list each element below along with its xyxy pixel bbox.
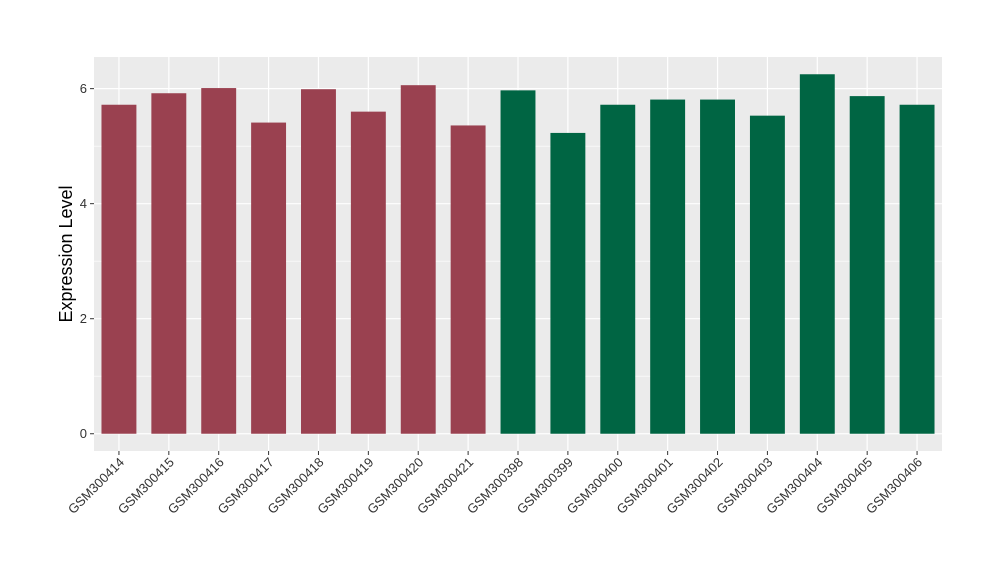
bar-GSM300416 bbox=[201, 88, 237, 434]
y-tick-label: 0 bbox=[80, 426, 87, 441]
bar-GSM300399 bbox=[550, 132, 586, 434]
y-axis-title: Expression Level bbox=[56, 185, 76, 322]
bar-GSM300406 bbox=[899, 104, 935, 434]
bar-GSM300415 bbox=[151, 93, 187, 434]
bar-GSM300400 bbox=[600, 104, 636, 434]
bar-GSM300420 bbox=[400, 85, 436, 434]
x-axis: GSM300414GSM300415GSM300416GSM300417GSM3… bbox=[65, 451, 925, 517]
bar-GSM300403 bbox=[749, 115, 785, 434]
bar-GSM300404 bbox=[799, 74, 835, 434]
y-tick-label: 4 bbox=[80, 196, 87, 211]
bar-GSM300401 bbox=[650, 99, 686, 434]
bar-GSM300417 bbox=[251, 122, 287, 434]
bar-GSM300414 bbox=[101, 104, 137, 434]
y-tick-label: 6 bbox=[80, 81, 87, 96]
bars bbox=[101, 74, 935, 434]
bar-GSM300419 bbox=[350, 111, 386, 434]
y-tick-label: 2 bbox=[80, 311, 87, 326]
bar-GSM300418 bbox=[301, 89, 336, 434]
bar-GSM300402 bbox=[700, 99, 735, 434]
y-axis: 0 2 4 6 bbox=[80, 81, 94, 441]
bar-GSM300405 bbox=[849, 96, 885, 434]
bar-GSM300421 bbox=[450, 125, 486, 434]
bar-GSM300398 bbox=[500, 90, 536, 434]
